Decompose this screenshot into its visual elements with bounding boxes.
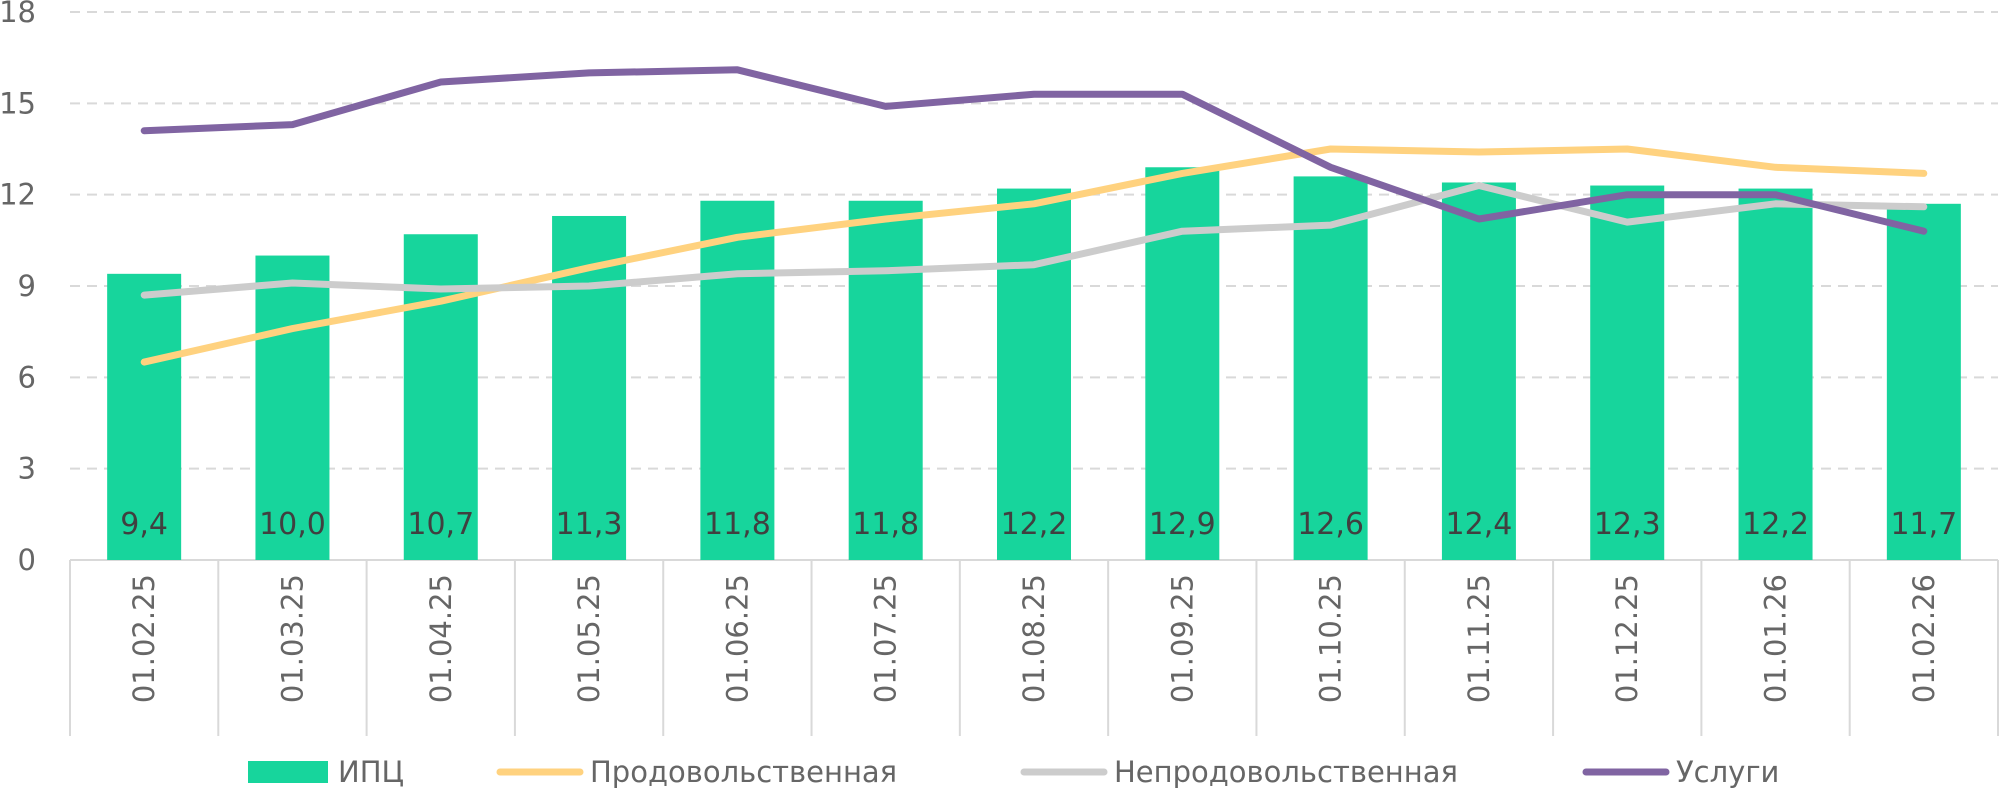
bar: [700, 200, 775, 560]
bar: [1738, 188, 1813, 561]
series-line: [140, 66, 1928, 235]
bar: [1886, 203, 1961, 561]
line-series: [140, 66, 1928, 366]
x-tick-label: 01.07.25: [869, 574, 903, 703]
bar: [255, 255, 330, 561]
bar-data-label: 11,8: [852, 507, 919, 542]
legend-swatch: [248, 761, 328, 783]
bar-data-label: 12,2: [1742, 507, 1809, 542]
legend-label: Продовольственная: [590, 755, 897, 789]
bar-data-label: 10,0: [259, 507, 326, 542]
x-tick-label: 01.05.25: [572, 574, 606, 703]
y-tick-label: 15: [0, 86, 36, 120]
bar-data-label: 12,9: [1149, 507, 1216, 542]
bar-series: [107, 167, 1961, 561]
x-tick-label: 01.08.25: [1017, 574, 1051, 703]
x-tick-label: 01.10.25: [1314, 574, 1348, 703]
y-tick-label: 18: [0, 0, 36, 29]
bar: [848, 200, 923, 560]
bar: [1145, 167, 1220, 560]
legend-label: ИПЦ: [338, 755, 404, 789]
bar-data-label: 11,8: [704, 507, 771, 542]
x-tick-label: 01.03.25: [275, 574, 309, 703]
y-axis-ticks: 0 3 6 9 12 15 18: [0, 0, 36, 577]
x-tick-label: 01.02.25: [127, 574, 161, 703]
bar-data-label: 11,3: [556, 507, 623, 542]
y-tick-label: 9: [18, 269, 36, 303]
bar: [107, 273, 182, 560]
bar: [1441, 182, 1516, 560]
y-tick-label: 3: [18, 452, 36, 486]
x-tick-label: 01.11.25: [1462, 574, 1496, 703]
y-tick-label: 6: [18, 360, 36, 394]
series-line: [140, 182, 1928, 299]
legend: ИПЦ Продовольственная Непродовольственная У…: [248, 755, 1779, 789]
bar-data-label: 12,3: [1594, 507, 1661, 542]
x-tick-label: 01.04.25: [424, 574, 458, 703]
bar-data-label: 12,6: [1297, 507, 1364, 542]
y-tick-label: 12: [0, 178, 36, 212]
legend-label: Услуги: [1676, 755, 1779, 789]
legend-label: Непродовольственная: [1114, 755, 1458, 789]
bar-data-labels: 9,4 10,0 10,7 11,3 11,8 11,8 12,2 12,9 12,6 12,4 1…: [120, 507, 1957, 542]
series-line: [140, 145, 1928, 366]
x-tick-label: 01.01.26: [1759, 574, 1793, 703]
bar-data-label: 9,4: [120, 507, 168, 542]
bar: [997, 188, 1071, 561]
bar-data-label: 12,2: [1001, 507, 1068, 542]
x-tick-label: 01.02.26: [1907, 574, 1941, 703]
x-tick-label: 01.09.25: [1165, 574, 1199, 703]
x-axis: 01.02.25 01.03.25 01.04.25 01.05.25 01.06.25…: [69, 559, 1999, 736]
x-tick-label: 01.06.25: [720, 574, 754, 703]
bar: [1293, 176, 1368, 560]
bar-data-label: 10,7: [407, 507, 474, 542]
x-tick-label: 01.12.25: [1610, 574, 1644, 703]
y-tick-label: 0: [18, 543, 36, 577]
bar-data-label: 12,4: [1446, 507, 1513, 542]
bar: [1590, 185, 1665, 561]
bar-data-label: 11,7: [1890, 507, 1957, 542]
